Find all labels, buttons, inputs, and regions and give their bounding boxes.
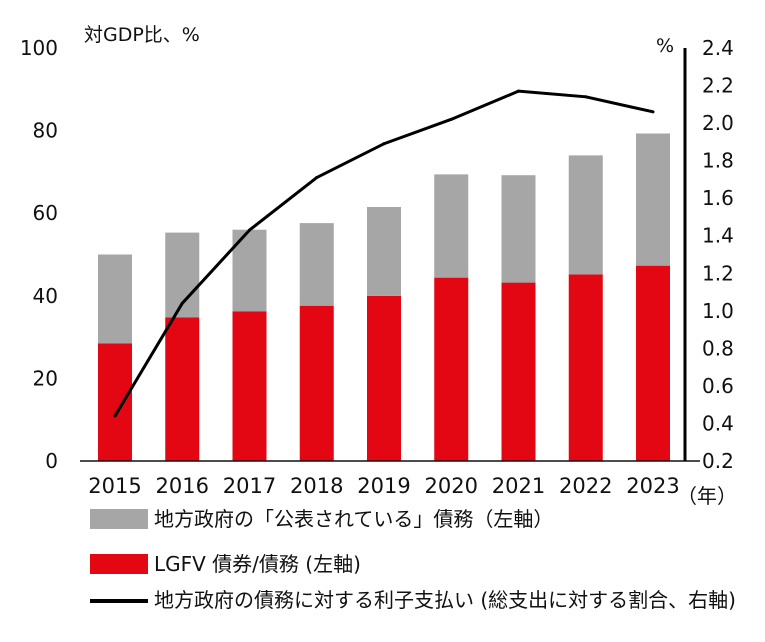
bar-public-debt-2021 — [501, 175, 536, 283]
right-axis-unit-label: % — [656, 35, 675, 57]
point-interest-2023 — [651, 110, 655, 114]
point-interest-2021 — [517, 89, 520, 93]
x-axis-ticks: 2015 2016 2017 2018 2019 2020 2021 2022 2023 — [88, 474, 679, 498]
x-tick-2017: 2017 — [223, 474, 276, 498]
right-tick-2.4: 2.4 — [702, 36, 734, 60]
point-interest-2022 — [584, 95, 588, 99]
legend-item-public-debt: 地方政府の「公表されている」債務（左軸） — [90, 506, 553, 533]
left-tick-40: 40 — [33, 284, 58, 308]
point-interest-2019 — [382, 142, 386, 146]
bar-lgfv-2021 — [501, 282, 536, 461]
point-interest-2017 — [248, 228, 251, 232]
right-axis-ticks: 0.2 0.4 0.6 0.8 1.0 1.2 1.4 1.6 1.8 2.0 2.2 2.4 — [702, 36, 734, 473]
left-tick-80: 80 — [33, 119, 58, 143]
bar-public-debt-2023 — [636, 133, 670, 266]
bar-public-debt-2018 — [299, 223, 334, 306]
bar-public-debt-2022 — [568, 155, 603, 275]
bar-lgfv-2017 — [232, 311, 267, 461]
bar-lgfv-2018 — [299, 305, 334, 461]
right-tick-0.2: 0.2 — [702, 449, 734, 473]
bar-lgfv-2022 — [568, 274, 603, 461]
left-axis-ticks: 0 20 40 60 80 100 — [20, 36, 58, 473]
bar-lgfv-2023 — [636, 265, 670, 461]
x-tick-2021: 2021 — [492, 474, 545, 498]
right-tick-0.6: 0.6 — [702, 374, 734, 398]
bar-group — [98, 133, 670, 461]
line-series-group — [113, 89, 655, 418]
right-tick-2.0: 2.0 — [702, 111, 734, 135]
left-tick-0: 0 — [45, 449, 58, 473]
legend-label-public-debt: 地方政府の「公表されている」債務（左軸） — [154, 507, 554, 531]
right-tick-1.6: 1.6 — [702, 186, 734, 210]
right-tick-0.4: 0.4 — [702, 411, 734, 435]
legend-label-interest-payments: 地方政府の債務に対する利子支払い (総支出に対する割合、右軸) — [154, 588, 736, 612]
x-tick-2022: 2022 — [559, 474, 612, 498]
left-axis-unit-label: 対GDP比、% — [84, 24, 200, 46]
point-interest-2018 — [315, 176, 319, 180]
right-tick-1.4: 1.4 — [702, 224, 734, 248]
right-tick-1.0: 1.0 — [702, 299, 734, 323]
right-tick-0.8: 0.8 — [702, 336, 734, 360]
right-tick-1.2: 1.2 — [702, 261, 734, 285]
legend-swatch-public-debt — [90, 509, 148, 529]
bar-lgfv-2020 — [434, 277, 469, 461]
left-tick-100: 100 — [20, 36, 58, 60]
year-suffix-label: （年） — [677, 484, 737, 508]
bar-public-debt-2020 — [434, 174, 469, 278]
legend-swatch-lgfv-debt — [90, 554, 148, 574]
point-interest-2020 — [449, 117, 453, 121]
legend-swatch-interest-payments — [90, 599, 148, 603]
legend-item-interest-payments: 地方政府の債務に対する利子支払い (総支出に対する割合、右軸) — [90, 587, 736, 614]
chart-canvas: 0 20 40 60 80 100 0.2 0.4 0.6 0.8 1.0 1.2 1.4 1.6 1.8… — [20, 36, 734, 498]
x-tick-2015: 2015 — [88, 474, 141, 498]
point-interest-2015 — [113, 414, 117, 418]
bar-lgfv-2019 — [367, 295, 401, 461]
bar-lgfv-2016 — [165, 317, 200, 461]
x-tick-2023: 2023 — [626, 474, 679, 498]
x-tick-2016: 2016 — [156, 474, 209, 498]
x-tick-2018: 2018 — [290, 474, 343, 498]
bar-public-debt-2019 — [367, 207, 401, 296]
point-interest-2016 — [180, 301, 184, 305]
right-tick-1.8: 1.8 — [702, 149, 734, 173]
legend-label-lgfv-debt: LGFV 債券/債務 (左軸) — [154, 552, 361, 576]
x-tick-2019: 2019 — [357, 474, 410, 498]
right-tick-2.2: 2.2 — [702, 74, 734, 98]
legend-item-lgfv-debt: LGFV 債券/債務 (左軸) — [90, 551, 361, 578]
left-tick-20: 20 — [33, 366, 58, 390]
x-tick-2020: 2020 — [425, 474, 478, 498]
bar-public-debt-2015 — [98, 254, 132, 344]
bar-lgfv-2015 — [98, 343, 132, 461]
axes-group — [80, 48, 700, 462]
left-tick-60: 60 — [33, 201, 58, 225]
